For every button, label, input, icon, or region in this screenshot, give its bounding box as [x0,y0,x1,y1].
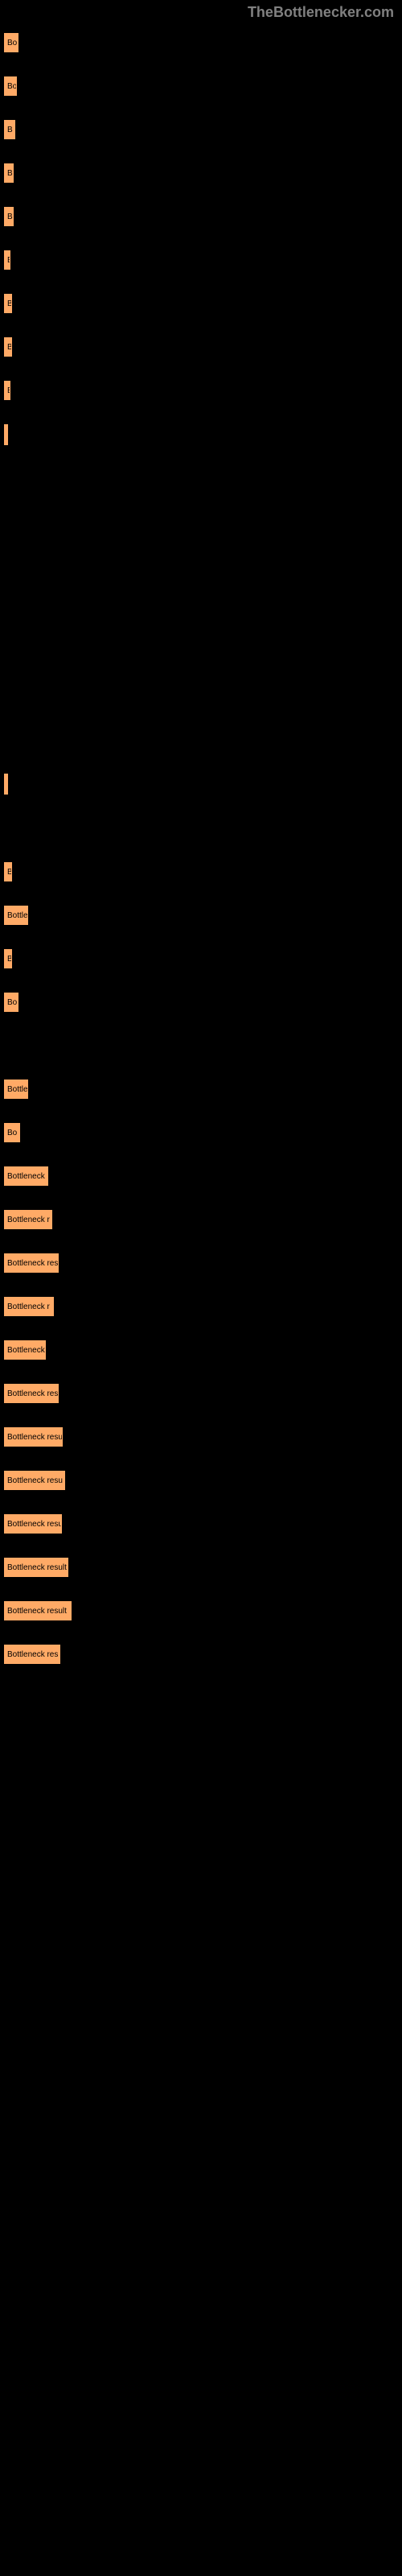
bar: B [4,337,12,357]
bar: Bo [4,33,18,52]
bar-row: B [4,337,398,357]
bar-row [4,513,398,532]
bar: Bottleneck result [4,1601,72,1620]
bar-row: B [4,949,398,968]
bar-row: B [4,862,398,881]
bar-row: Bottleneck result [4,1558,398,1577]
bar: Bottleneck resu [4,1471,65,1490]
bar: B [4,163,14,183]
bar: Bottleneck resu [4,1427,63,1447]
bar-row [4,643,398,663]
bar: B [4,294,12,313]
bar-row: B [4,163,398,183]
bar: Bottleneck res [4,1645,60,1664]
bar-row: B [4,294,398,313]
bar [4,424,8,445]
bar-row: Bottle [4,906,398,925]
bar-row: Bottleneck res [4,1645,398,1664]
bar-row: Bo [4,993,398,1012]
bar-row [4,819,398,838]
bar: Bottle [4,906,28,925]
bar-row: Bottleneck res [4,1253,398,1273]
bar-row: Bottleneck result [4,1601,398,1620]
bar-row [4,730,398,749]
bar: Bottleneck [4,1166,48,1186]
bar: B [4,207,14,226]
bar-row [4,774,398,795]
bar: Bottle [4,1080,28,1099]
bar-row: B [4,250,398,270]
bar-row: B [4,120,398,139]
bar: Bottleneck result [4,1558,68,1577]
bar: B [4,120,15,139]
bar-row [4,687,398,706]
bar-row [4,556,398,576]
bar-row [4,469,398,489]
bar-chart: Bo Bo B B B B B B B B Bottle B Bo Bottle Bo Bottleneck B… [0,25,402,1696]
bar-row [4,600,398,619]
bar-row [4,1036,398,1055]
bar: Bottleneck [4,1340,46,1360]
bar: Bo [4,1123,20,1142]
bar: B [4,862,12,881]
bar: B [4,381,10,400]
bar: B [4,949,12,968]
bar: Bottleneck r [4,1210,52,1229]
bar: B [4,250,10,270]
bar-row: Bo [4,76,398,96]
bar-row [4,424,398,445]
bar-row: Bottleneck [4,1340,398,1360]
bar-row: Bo [4,1123,398,1142]
bar-row: Bottleneck resu [4,1471,398,1490]
bar-row: Bottleneck resu [4,1427,398,1447]
bar-row: B [4,381,398,400]
bar-row: Bottleneck r [4,1210,398,1229]
bar-row: Bottleneck r [4,1297,398,1316]
bar [4,774,8,795]
bar-row: Bo [4,33,398,52]
site-header: TheBottlenecker.com [0,0,402,25]
bar-row: Bottleneck [4,1166,398,1186]
bar-row: Bottle [4,1080,398,1099]
bar: Bo [4,993,18,1012]
bar: Bottleneck res [4,1253,59,1273]
bar: Bottleneck res [4,1384,59,1403]
bar-row: B [4,207,398,226]
bar: Bottleneck resu [4,1514,62,1534]
bar: Bo [4,76,17,96]
bar: Bottleneck r [4,1297,54,1316]
bar-row: Bottleneck resu [4,1514,398,1534]
bar-row: Bottleneck res [4,1384,398,1403]
